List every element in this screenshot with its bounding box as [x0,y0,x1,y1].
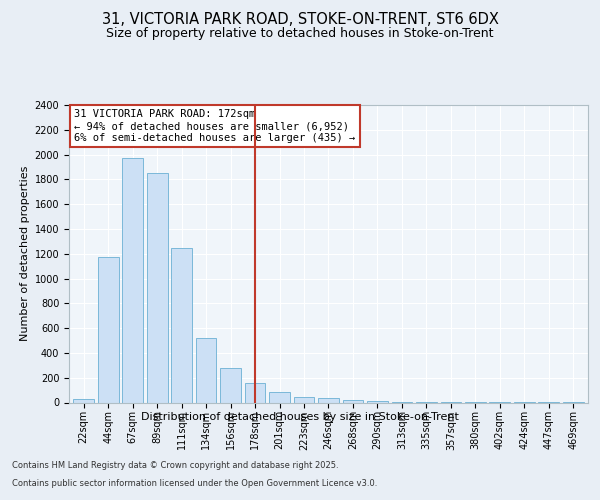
Text: Distribution of detached houses by size in Stoke-on-Trent: Distribution of detached houses by size … [141,412,459,422]
Bar [171,248,192,402]
Bar [318,398,339,402]
Text: 31 VICTORIA PARK ROAD: 172sqm
← 94% of detached houses are smaller (6,952)
6% of: 31 VICTORIA PARK ROAD: 172sqm ← 94% of d… [74,110,355,142]
Bar [293,397,314,402]
Bar [245,384,265,402]
Y-axis label: Number of detached properties: Number of detached properties [20,166,31,342]
Bar [269,392,290,402]
Bar [122,158,143,402]
Bar [98,257,119,402]
Text: Contains public sector information licensed under the Open Government Licence v3: Contains public sector information licen… [12,478,377,488]
Text: Size of property relative to detached houses in Stoke-on-Trent: Size of property relative to detached ho… [106,28,494,40]
Text: Contains HM Land Registry data © Crown copyright and database right 2025.: Contains HM Land Registry data © Crown c… [12,461,338,470]
Bar [196,338,217,402]
Bar [147,172,167,402]
Bar [73,399,94,402]
Bar [343,400,364,402]
Bar [220,368,241,402]
Text: 31, VICTORIA PARK ROAD, STOKE-ON-TRENT, ST6 6DX: 31, VICTORIA PARK ROAD, STOKE-ON-TRENT, … [101,12,499,28]
